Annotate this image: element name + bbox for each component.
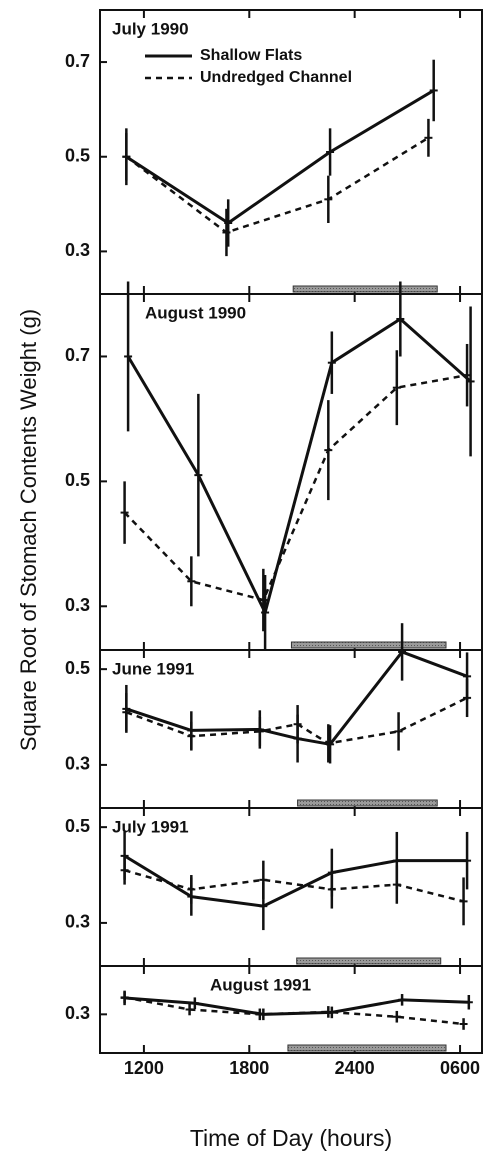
series-line [124,869,464,903]
y-tick-label: 0.5 [65,470,90,490]
x-axis-label: Time of Day (hours) [190,1125,392,1151]
y-tick-label: 0.5 [65,145,90,165]
y-tick-label: 0.7 [65,345,90,365]
legend-label: Shallow Flats [200,47,302,64]
y-tick-label: 0.3 [65,595,90,615]
legend-label: Undredged Channel [200,69,352,86]
panel-frame [99,293,483,651]
x-tick-label: 2400 [335,1058,375,1078]
series-line [125,89,435,225]
night-bar [290,641,447,649]
series-line [123,373,468,602]
series-line [123,854,468,908]
panel-title: August 1990 [145,303,246,322]
y-tick-label: 0.3 [65,240,90,260]
panel-title: August 1991 [210,975,311,994]
y-tick-label: 0.5 [65,658,90,678]
series-line [124,996,464,1026]
panel-frame [99,965,483,1054]
night-bar [292,285,438,293]
series-line [126,317,472,615]
x-tick-label: 1200 [124,1058,164,1078]
y-tick-label: 0.3 [65,912,90,932]
y-tick-label: 0.3 [65,754,90,774]
y-tick-label: 0.7 [65,51,90,71]
y-axis-label: Square Root of Stomach Contents Weight (… [16,309,41,751]
night-bar [287,1044,447,1052]
x-tick-label: 0600 [440,1058,480,1078]
series-line [124,996,469,1016]
y-tick-label: 0.3 [65,1003,90,1023]
x-tick-label: 1800 [229,1058,269,1078]
panel-title: July 1991 [112,817,189,836]
series-line [125,136,430,234]
y-tick-label: 0.5 [65,816,90,836]
night-bar [297,799,438,807]
panel-title: July 1990 [112,19,189,38]
night-bar [296,957,442,965]
panel-title: June 1991 [112,659,194,678]
